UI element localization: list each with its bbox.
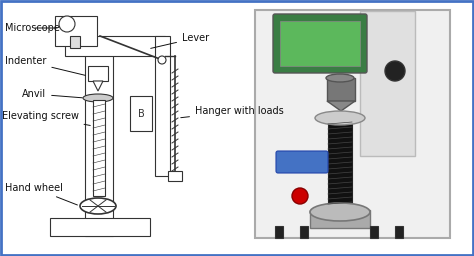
FancyBboxPatch shape: [276, 151, 328, 173]
Bar: [65, 36, 165, 56]
Bar: [275, 226, 283, 238]
Bar: [88, 66, 108, 81]
Bar: [55, 16, 97, 46]
Circle shape: [59, 16, 75, 32]
Circle shape: [292, 188, 308, 204]
Bar: [310, 210, 370, 228]
Text: Hand wheel: Hand wheel: [5, 183, 77, 205]
Bar: [70, 36, 80, 48]
Bar: [155, 36, 170, 176]
Ellipse shape: [315, 111, 365, 125]
Ellipse shape: [80, 198, 116, 214]
Text: Lever: Lever: [151, 33, 209, 48]
Bar: [255, 10, 450, 238]
Bar: [370, 226, 378, 238]
Bar: [395, 226, 403, 238]
Bar: [360, 11, 415, 156]
Ellipse shape: [326, 74, 354, 82]
Bar: [327, 78, 355, 101]
Bar: [300, 226, 308, 238]
Polygon shape: [93, 81, 103, 91]
Text: Elevating screw: Elevating screw: [2, 111, 90, 125]
FancyBboxPatch shape: [273, 14, 367, 73]
Text: Hanger with loads: Hanger with loads: [181, 106, 284, 118]
Text: Microscope: Microscope: [5, 23, 60, 33]
FancyBboxPatch shape: [280, 21, 360, 66]
Text: B: B: [137, 109, 145, 119]
Text: Anvil: Anvil: [22, 89, 82, 99]
Bar: [93, 100, 105, 196]
Text: Indenter: Indenter: [5, 56, 85, 75]
Circle shape: [158, 56, 166, 64]
Bar: [130, 96, 152, 131]
Circle shape: [385, 61, 405, 81]
Polygon shape: [327, 101, 355, 111]
Bar: [50, 218, 150, 236]
Bar: [168, 171, 182, 181]
Ellipse shape: [83, 94, 113, 102]
Bar: [85, 46, 113, 236]
Bar: [328, 118, 352, 206]
Ellipse shape: [310, 203, 370, 221]
